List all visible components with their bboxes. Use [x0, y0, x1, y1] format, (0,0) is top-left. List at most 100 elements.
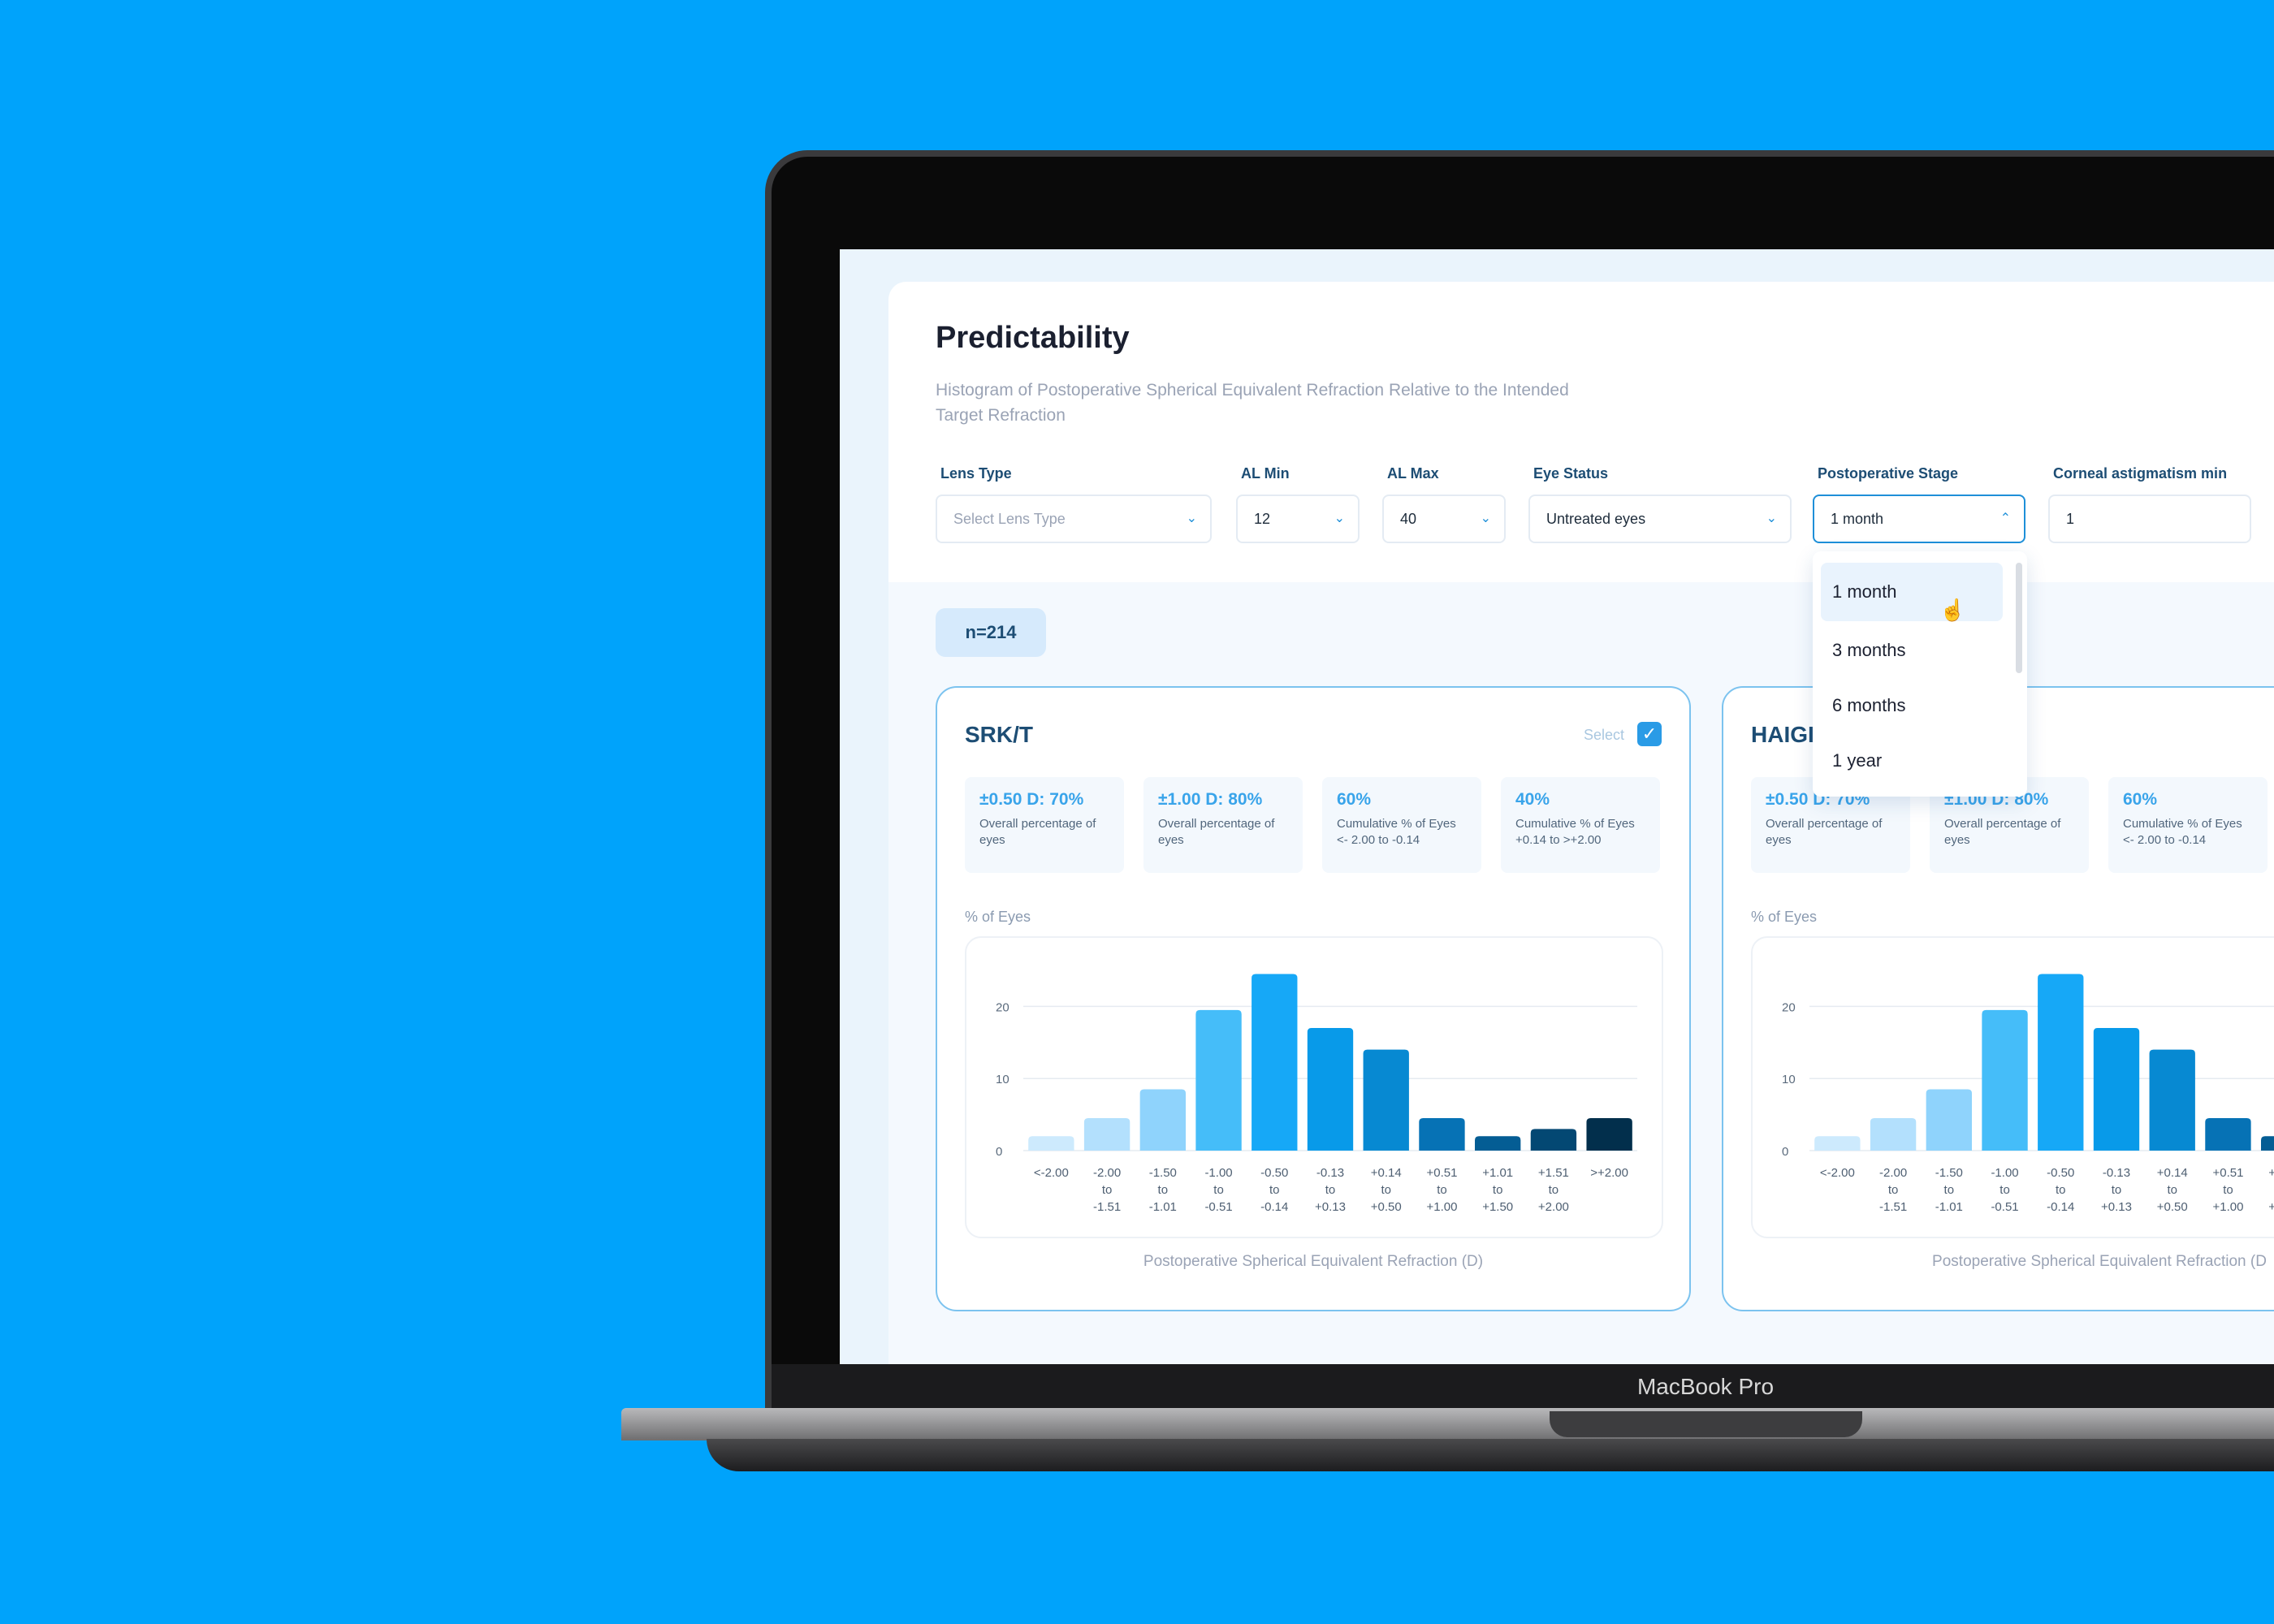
histogram-bar [1982, 1009, 2028, 1151]
y-axis-title: % of Eyes [965, 909, 1031, 925]
x-axis-title: Postoperative Spherical Equivalent Refra… [1932, 1253, 2267, 1270]
al-min-select[interactable]: 12 ⌄ [1236, 495, 1360, 543]
x-tick-label: to [2112, 1183, 2122, 1197]
option-label: 6 months [1832, 695, 1906, 715]
histogram-bar [2093, 1028, 2140, 1151]
laptop-notch [1550, 1411, 1862, 1437]
dropdown-option-1-year[interactable]: 1 year [1821, 732, 2003, 790]
x-tick-label: +0.51 [1426, 1166, 1457, 1180]
y-tick-label: 0 [996, 1145, 1002, 1159]
al-min-label: AL Min [1241, 465, 1290, 482]
x-tick-label: +0.51 [2212, 1166, 2243, 1180]
chevron-down-icon: ⌄ [1186, 512, 1197, 525]
postop-stage-select[interactable]: 1 month ⌃ [1813, 495, 2025, 543]
x-tick-label: +0.50 [2157, 1200, 2188, 1214]
x-tick-label: +1.01 [2268, 1166, 2274, 1180]
stat-caption: Cumulative % of Eyes +0.14 to >+2.00 [1515, 817, 1635, 847]
x-tick-label: to [1102, 1183, 1113, 1197]
dropdown-option-1-month[interactable]: 1 month ☝ [1821, 563, 2003, 622]
eye-status-select[interactable]: Untreated eyes ⌄ [1528, 495, 1792, 543]
postop-stage-value: 1 month [1831, 511, 1884, 527]
card-title: SRK/T [965, 722, 1033, 747]
histogram-bar [1530, 1129, 1577, 1151]
chevron-down-icon: ⌄ [1480, 512, 1491, 525]
stat-value: 40% [1515, 790, 1550, 809]
chevron-down-icon: ⌄ [1334, 512, 1345, 525]
x-tick-label: -0.14 [1260, 1200, 1288, 1214]
x-tick-label: to [1269, 1183, 1280, 1197]
laptop-base [621, 1408, 2274, 1440]
al-max-select[interactable]: 40 ⌄ [1382, 495, 1506, 543]
x-tick-label: -1.00 [1204, 1166, 1232, 1180]
stat-caption: Cumulative % of Eyes <- 2.00 to -0.14 [2123, 817, 2242, 847]
histogram-bar [1139, 1089, 1186, 1151]
postop-stage-label: Postoperative Stage [1818, 465, 1959, 482]
histogram-bar [1870, 1118, 1917, 1151]
x-tick-label: +2.00 [1538, 1200, 1569, 1214]
laptop-base-bottom [707, 1439, 2274, 1471]
x-tick-label: +0.14 [1371, 1166, 1402, 1180]
x-tick-label: -0.50 [2047, 1166, 2074, 1180]
x-tick-label: -1.51 [1093, 1200, 1121, 1214]
x-tick-label: -1.00 [1991, 1166, 2018, 1180]
x-tick-label: -1.51 [1879, 1200, 1907, 1214]
screen: Predictability Histogram of Postoperativ… [840, 249, 2274, 1364]
x-tick-label: +1.00 [1426, 1200, 1457, 1214]
option-label: 1 month [1832, 581, 1897, 602]
page-subtitle: Histogram of Postoperative Spherical Equ… [936, 381, 1569, 425]
histogram-bar [1083, 1118, 1131, 1151]
stat-value: ±0.50 D: 70% [979, 790, 1084, 809]
dropdown-option-6-months[interactable]: 6 months [1821, 676, 2003, 735]
eye-status-label: Eye Status [1533, 465, 1609, 482]
stat-tile: 60% Cumulative % of Eyes <- 2.00 to -0.1… [2108, 777, 2268, 873]
corneal-astig-label: Corneal astigmatism min [2053, 465, 2228, 482]
x-tick-label: +0.13 [1315, 1200, 1346, 1214]
stat-caption: Cumulative % of Eyes <- 2.00 to -0.14 [1337, 817, 1456, 847]
lens-type-placeholder: Select Lens Type [953, 511, 1066, 527]
select-checkbox[interactable]: ✓ [1637, 722, 1662, 746]
stat-caption: Overall percentage of eyes [1158, 817, 1275, 847]
x-tick-label: to [1325, 1183, 1336, 1197]
histogram-bar [2261, 1136, 2274, 1151]
x-tick-label: to [1549, 1183, 1559, 1197]
card-title: HAIGI [1751, 722, 1814, 747]
stat-caption: Overall percentage of eyes [1944, 817, 2061, 847]
histogram-chart: 0 10 20 <-2.00 -2.00 to -1.51 -1.50 to -1.01 -1.00… [1782, 974, 2274, 1214]
x-tick-label: to [1381, 1183, 1391, 1197]
al-max-label: AL Max [1387, 465, 1439, 482]
lens-type-label: Lens Type [940, 465, 1012, 482]
x-tick-label: to [2056, 1183, 2066, 1197]
corneal-astig-input[interactable]: 1 [2048, 495, 2251, 543]
stat-tile: ±0.50 D: 70% Overall percentage of eyes [965, 777, 1124, 873]
x-tick-label: -0.50 [1260, 1166, 1288, 1180]
histogram-bar [1028, 1136, 1074, 1151]
x-axis-title: Postoperative Spherical Equivalent Refra… [1143, 1253, 1484, 1270]
option-label: 3 months [1832, 640, 1906, 660]
page-title: Predictability [936, 321, 1130, 355]
histogram-bar [2038, 974, 2084, 1151]
lens-type-select[interactable]: Select Lens Type ⌄ [936, 495, 1212, 543]
select-label: Select [1583, 727, 1624, 743]
x-tick-label: -0.51 [1204, 1200, 1232, 1214]
x-tick-label: to [1944, 1183, 1955, 1197]
chevron-up-icon: ⌃ [1999, 512, 2011, 525]
y-tick-label: 20 [996, 1000, 1009, 1014]
stat-value: ±1.00 D: 80% [1158, 790, 1263, 809]
stat-tile: 40% Cumulative % of Eyes +0.14 to >+2.00 [1501, 777, 1660, 873]
dropdown-scrollbar[interactable] [2016, 563, 2022, 673]
stat-tile: 60% Cumulative % of Eyes <- 2.00 to -0.1… [1322, 777, 1481, 873]
stat-value: 60% [1337, 790, 1372, 809]
dropdown-option-3-months[interactable]: 3 months [1821, 621, 2003, 680]
x-tick-label: -1.50 [1149, 1166, 1177, 1180]
sample-size-badge: n=214 [936, 608, 1046, 657]
y-tick-label: 10 [996, 1073, 1009, 1086]
x-tick-label: -1.01 [1149, 1200, 1177, 1214]
y-tick-label: 10 [1782, 1073, 1796, 1086]
x-tick-label: to [1888, 1183, 1899, 1197]
x-tick-label: +1.50 [1482, 1200, 1513, 1214]
formula-card-srkt: SRK/T Select ✓ ±0.50 D: 70% Overall perc… [936, 686, 1691, 1311]
x-tick-label: +0.50 [1371, 1200, 1402, 1214]
stat-value: 60% [2123, 790, 2158, 809]
x-tick-label: <-2.00 [1034, 1166, 1069, 1180]
x-tick-label: -2.00 [1879, 1166, 1907, 1180]
